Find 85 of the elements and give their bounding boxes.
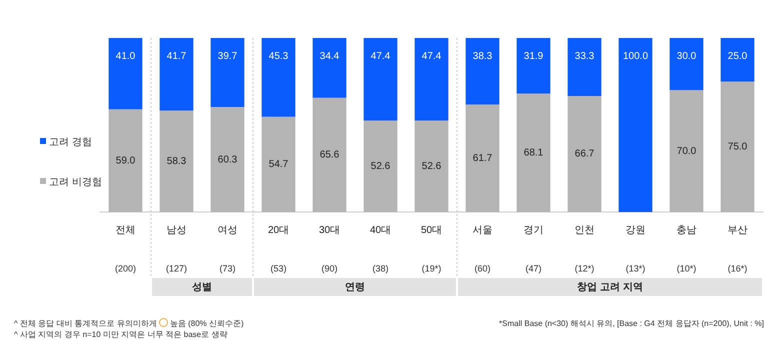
bar	[568, 38, 602, 96]
data-label: 47.4	[422, 50, 442, 62]
text: (47)	[525, 263, 542, 274]
x-tick-label: 50대	[420, 224, 442, 236]
legend-label: 고려 비경험	[49, 176, 102, 189]
bar	[262, 38, 296, 117]
x-tick-label: 부산	[728, 224, 748, 236]
data-label: 39.7	[218, 50, 238, 62]
data-label: 34.4	[320, 50, 340, 62]
bar	[364, 120, 398, 212]
data-label: 66.7	[574, 148, 595, 160]
text: (90)	[321, 263, 338, 274]
bar	[720, 82, 754, 212]
data-label: 52.6	[370, 160, 391, 172]
bar	[108, 109, 142, 212]
text: 연령	[345, 282, 365, 293]
text: (19*)	[422, 263, 442, 274]
x-tick-label: 강원	[626, 224, 646, 236]
bar	[466, 38, 500, 105]
data-label: 70.0	[676, 146, 697, 157]
bar	[516, 38, 550, 94]
data-label: 31.9	[524, 50, 544, 62]
data-label: 54.7	[268, 159, 289, 170]
data-label: 45.3	[268, 50, 289, 62]
text: (200)	[114, 263, 136, 274]
bar	[414, 120, 448, 212]
data-label: 65.6	[320, 150, 340, 161]
bar	[312, 38, 346, 98]
text: (10*)	[676, 263, 696, 274]
x-tick-label: 여성	[218, 224, 238, 236]
bar	[466, 104, 500, 212]
x-tick-label: 20대	[268, 224, 290, 236]
data-label: 52.6	[422, 160, 442, 172]
text: ^ 전체 응답 대비 통계적으로 유의미하게	[14, 319, 157, 328]
text: (16*)	[728, 263, 748, 274]
bar	[312, 98, 346, 212]
bar	[262, 116, 296, 212]
data-label: 100.0	[622, 50, 648, 62]
text: *Small Base (n<30) 해석시 유의, [Base : G4 전체 응답자 (n=200), Unit : %]	[499, 318, 764, 329]
x-tick-label: 30대	[318, 224, 340, 236]
x-tick-label: 충남	[676, 224, 696, 236]
data-label: 41.7	[166, 50, 187, 62]
x-tick-label: 전체	[116, 224, 136, 236]
bar	[568, 96, 602, 212]
data-label: 47.4	[370, 50, 391, 62]
text: (13*)	[626, 263, 646, 274]
bar	[210, 107, 244, 212]
data-label: 75.0	[728, 142, 748, 152]
text: (38)	[372, 263, 389, 274]
x-tick-label: 서울	[472, 224, 492, 236]
data-label: 38.3	[472, 50, 493, 62]
data-label: 41.0	[116, 50, 136, 62]
data-label: 59.0	[116, 155, 136, 166]
bar	[414, 38, 448, 120]
bar	[160, 38, 194, 111]
bar	[670, 90, 704, 212]
x-tick-label: 경기	[524, 224, 544, 236]
bar	[160, 110, 194, 212]
data-label: 33.3	[574, 50, 595, 62]
bar	[618, 38, 652, 212]
x-tick-label: 남성	[166, 224, 186, 236]
text: (127)	[166, 263, 188, 274]
bar	[670, 38, 704, 90]
bar	[108, 38, 142, 110]
data-label: 61.7	[472, 153, 493, 164]
data-label: 58.3	[166, 156, 187, 168]
data-label: 60.3	[218, 154, 238, 166]
bar	[720, 38, 754, 82]
data-label: 30.0	[676, 50, 697, 62]
data-label: 25.0	[728, 50, 748, 62]
text: (60)	[474, 263, 491, 274]
text: (12*)	[574, 263, 594, 274]
text: 높음 (80% 신뢰수준)	[170, 319, 244, 328]
x-tick-label: 인천	[574, 224, 594, 236]
text: 창업 고려 지역	[577, 282, 643, 293]
bar	[516, 94, 550, 212]
bar	[364, 38, 398, 120]
text: 성별	[192, 282, 212, 293]
x-tick-label: 40대	[370, 224, 392, 236]
legend-label: 고려 경험	[49, 136, 92, 149]
data-label: 68.1	[524, 148, 544, 159]
text: (53)	[270, 263, 287, 274]
bar	[210, 38, 244, 108]
text: ^ 사업 지역의 경우 n=10 미만 지역은 너무 적은 base로 생략	[14, 329, 228, 340]
text: (73)	[219, 263, 236, 274]
